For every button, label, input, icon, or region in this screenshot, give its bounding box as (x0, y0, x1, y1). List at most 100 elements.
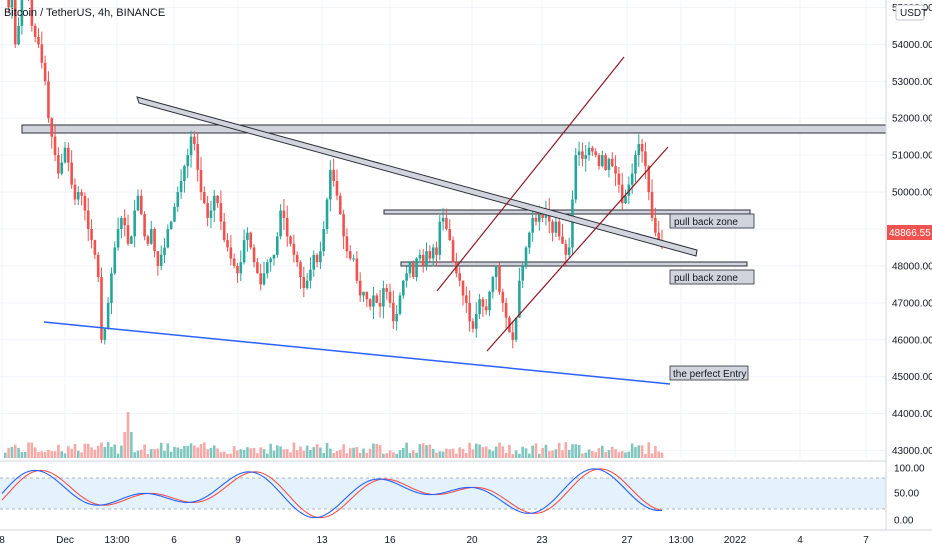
annotation-pullback-lower: pull back zone (674, 273, 738, 284)
annotation-box-lower[interactable] (669, 269, 755, 285)
support-trend-line[interactable] (43, 321, 671, 385)
candle-body (610, 158, 614, 167)
resistance-zone[interactable] (21, 124, 887, 134)
volume-bar (385, 453, 389, 458)
volume-bar (126, 412, 130, 458)
candle-body (541, 214, 544, 218)
candle-body (597, 155, 601, 167)
candle-body (126, 225, 130, 244)
candle-body (564, 243, 568, 255)
volume-bar (219, 452, 223, 458)
candle-body (474, 313, 478, 329)
candle-body (83, 195, 87, 211)
candle-body (309, 269, 312, 281)
volume-bar (47, 449, 50, 458)
candle-body (242, 240, 246, 263)
time-axis-label: 2022 (724, 535, 747, 546)
pullback-zone-upper[interactable] (383, 209, 751, 215)
volume-bar (176, 447, 180, 458)
volume-bar (76, 450, 80, 458)
annotation-box-entry[interactable] (669, 365, 749, 381)
volume-bar (597, 448, 601, 458)
volume-bar (451, 448, 455, 458)
candle-body (163, 247, 166, 255)
volume-bar (654, 446, 657, 458)
candle-body (647, 166, 651, 193)
volume-bar (630, 443, 634, 458)
volume-bar (594, 452, 597, 458)
candle-body (289, 236, 292, 244)
volume-bar (491, 451, 495, 458)
annotation-box-upper[interactable] (669, 213, 755, 229)
volume-bar (405, 442, 408, 458)
candle-body (179, 180, 183, 193)
pullback-zone-lower[interactable] (400, 261, 748, 267)
candle-body (203, 192, 206, 204)
volume-bar (183, 446, 186, 458)
stoch-axis[interactable]: 100.00 50.00 0.00 (894, 464, 925, 527)
currency-badge[interactable] (895, 4, 925, 21)
candle-body (591, 147, 594, 152)
volume-bar (43, 452, 47, 458)
volume-bar (544, 444, 548, 458)
volume-bar (110, 446, 113, 458)
candle-body (445, 217, 448, 229)
volume-bar (660, 452, 664, 458)
candle-body (385, 288, 389, 292)
horizontal-zones[interactable] (21, 124, 887, 267)
price-axis-label: 50000.00 (892, 188, 932, 199)
volume-bar (136, 450, 140, 458)
candle-body (295, 254, 299, 263)
annotation-perfect-entry: the perfect Entry (673, 369, 746, 380)
candle-body (199, 169, 203, 193)
candle-body (305, 280, 309, 289)
volume-bar (37, 451, 40, 458)
time-axis-label: 23 (536, 535, 548, 546)
candle-body (312, 254, 316, 270)
candle-body (524, 247, 528, 266)
candle-body (259, 273, 262, 285)
candle-body (209, 210, 213, 218)
price-axis-label: 44000.00 (892, 409, 932, 420)
volume-bar (368, 448, 372, 458)
volume-bar (86, 443, 90, 458)
candle-body (50, 118, 54, 137)
rising-channel-lower-line[interactable] (486, 146, 669, 352)
candle-body (518, 280, 521, 318)
volume-bar (531, 445, 534, 458)
volume-bar (236, 450, 239, 458)
rising-channel-upper-line[interactable] (436, 56, 625, 292)
candle-body (481, 299, 485, 307)
candle-body (382, 288, 385, 307)
volume-bar (123, 432, 127, 458)
volume-bar (146, 453, 150, 458)
candle-body (269, 258, 272, 263)
candle-body (47, 81, 50, 119)
candle-body (279, 210, 282, 237)
time-axis[interactable]: 8 Dec 13:00 6 9 13 16 20 23 27 13:00 2022 4 7 (0, 535, 869, 546)
last-price-value: 48866.55 (889, 228, 931, 239)
volume-bar (372, 443, 375, 458)
candle-body (96, 254, 100, 278)
volume-bar (252, 447, 256, 458)
candle-body (10, 0, 14, 8)
volume-bar (488, 449, 491, 458)
volume-bar (471, 449, 475, 458)
volume-bar (352, 447, 355, 458)
annotation-labels: pull back zone pull back zone the perfec… (669, 213, 755, 381)
candle-body (528, 232, 531, 248)
chart-title: Bitcoin / TetherUS, 4h, BINANCE (4, 7, 165, 19)
candle-body (484, 306, 488, 311)
volume-bar (149, 449, 153, 458)
volume-bar (13, 444, 17, 458)
price-axis-label: 54000.00 (892, 40, 932, 51)
candle-body (428, 251, 432, 259)
price-axis-label: 52000.00 (892, 114, 932, 125)
volume-bar (425, 445, 428, 458)
volume-bar (139, 449, 143, 458)
candle-body (37, 36, 40, 45)
drawing-tools[interactable] (43, 56, 698, 385)
candle-body (630, 173, 634, 185)
